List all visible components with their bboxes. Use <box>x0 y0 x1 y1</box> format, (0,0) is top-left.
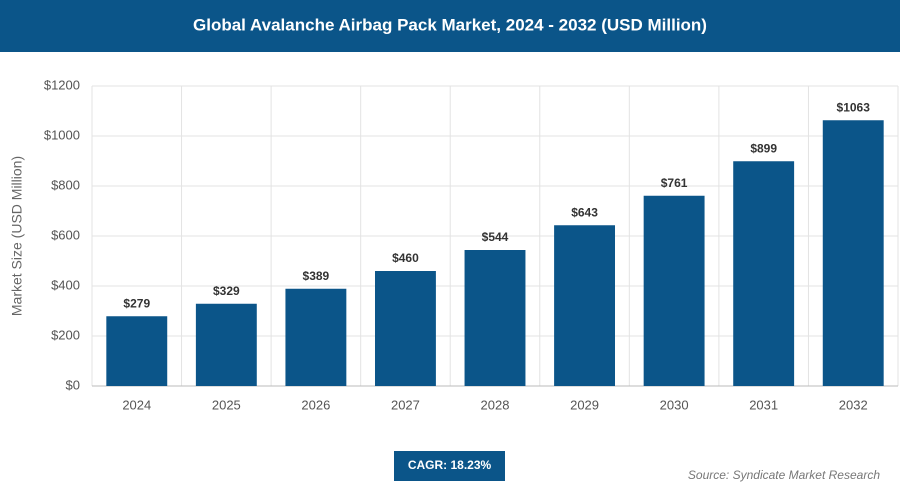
bar <box>374 271 436 386</box>
source-note: Source: Syndicate Market Research <box>688 468 880 482</box>
x-tick-label: 2028 <box>481 397 510 412</box>
y-tick-label: $0 <box>66 377 80 392</box>
bar <box>554 225 616 386</box>
value-label: $460 <box>392 251 419 265</box>
x-tick-label: 2026 <box>301 397 330 412</box>
x-tick-label: 2024 <box>122 397 151 412</box>
x-tick-label: 2025 <box>212 397 241 412</box>
y-tick-label: $800 <box>51 177 80 192</box>
bar <box>106 316 168 386</box>
x-tick-label: 2027 <box>391 397 420 412</box>
cagr-label: CAGR: 18.23% <box>408 458 492 472</box>
y-tick-label: $400 <box>51 277 80 292</box>
bar <box>733 161 795 386</box>
x-tick-label: 2030 <box>660 397 689 412</box>
bar <box>195 303 257 386</box>
y-tick-label: $1200 <box>44 77 80 92</box>
chart-title: Global Avalanche Airbag Pack Market, 202… <box>193 15 707 34</box>
y-axis-label: Market Size (USD Million) <box>9 156 25 316</box>
y-tick-label: $600 <box>51 227 80 242</box>
y-tick-label: $1000 <box>44 127 80 142</box>
value-label: $544 <box>482 230 509 244</box>
bar <box>464 250 526 386</box>
value-label: $899 <box>750 141 777 155</box>
value-label: $389 <box>303 269 330 283</box>
value-label: $1063 <box>837 100 871 114</box>
bar <box>643 195 705 386</box>
bar <box>285 288 347 386</box>
value-label: $643 <box>571 205 598 219</box>
x-tick-label: 2031 <box>749 397 778 412</box>
header-bar <box>0 0 900 52</box>
cagr-box <box>394 451 505 481</box>
x-tick-label: 2029 <box>570 397 599 412</box>
value-label: $279 <box>123 296 150 310</box>
value-label: $761 <box>661 176 688 190</box>
x-tick-label: 2032 <box>839 397 868 412</box>
value-label: $329 <box>213 284 240 298</box>
y-tick-label: $200 <box>51 327 80 342</box>
bar <box>822 120 884 386</box>
